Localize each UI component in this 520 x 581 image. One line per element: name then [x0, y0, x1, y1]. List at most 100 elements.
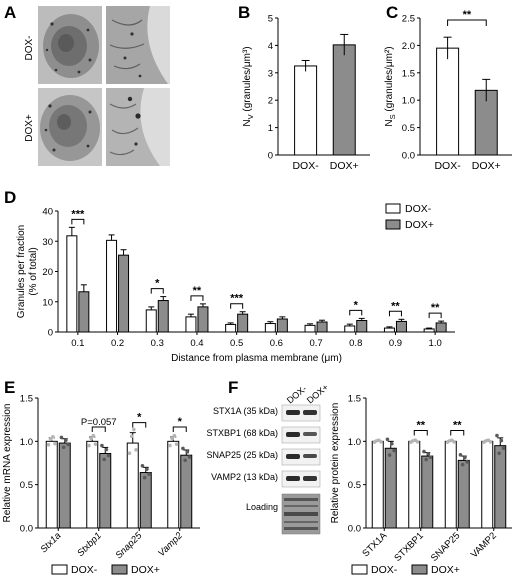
bar-dox-minus: [423, 328, 435, 333]
bar-dox-minus: [225, 323, 237, 333]
data-point: [147, 472, 151, 477]
y-tick-label: 1.0: [20, 437, 33, 448]
bar-dox-plus: [180, 454, 193, 529]
significance-bracket: [230, 303, 244, 309]
y-tick-label: 30: [42, 237, 53, 248]
bar-dox-plus: [276, 318, 288, 333]
significance-bracket: [190, 295, 204, 301]
x-tick-label: SNAP25: [429, 530, 463, 564]
blot-row-label-stxbp1: STXBP1 (68 kDa): [206, 428, 278, 438]
y-tick-label: 0.0: [402, 151, 415, 162]
data-point: [185, 450, 190, 454]
data-point: [183, 458, 187, 463]
significance-bracket: [447, 19, 487, 26]
significance-label: ***: [71, 208, 85, 220]
legend-label-dox-plus: DOX+: [431, 564, 460, 576]
y-tick-label: 1: [268, 123, 273, 134]
bar-dox-plus: [58, 442, 71, 529]
bar-dox-minus: [408, 440, 421, 529]
data-point: [187, 455, 192, 459]
chart-c-granule-density-surface: 0.0 0.5 1.0 1.5 2.0 2.5 DOX- DOX+ NS (granules/μ…: [384, 9, 512, 172]
bar-dox-minus: [126, 442, 139, 529]
bar-dox-plus: [457, 459, 470, 529]
data-point: [499, 438, 504, 443]
data-point: [452, 440, 456, 444]
bar-dox-plus: [157, 300, 169, 333]
data-point: [392, 448, 396, 453]
x-tick-label: 1.0: [429, 338, 442, 349]
data-point: [51, 435, 55, 439]
bar-dox-plus: [197, 306, 209, 333]
panel-label-b: B: [238, 3, 250, 22]
legend-swatch-dox-minus: [51, 564, 68, 575]
x-axis-label: Distance from plasma membrane (μm): [171, 353, 342, 364]
data-point: [174, 442, 179, 446]
legend-label-dox-minus: DOX-: [71, 564, 98, 576]
significance-label: **: [391, 300, 400, 312]
blot-strip-vamp2: [281, 470, 321, 488]
data-point: [46, 442, 51, 447]
bar-dox-minus: [45, 440, 58, 529]
bar-dox-minus: [86, 440, 99, 529]
y-tick-label: 1.5: [348, 394, 361, 405]
data-point: [145, 467, 149, 471]
y-axis-label: NS (granules/μm²): [384, 46, 397, 126]
significance-bracket: [349, 309, 363, 316]
significance-bracket: [450, 429, 465, 436]
legend-swatch-dox-plus: [385, 219, 401, 230]
x-tick-label: DOX-: [292, 160, 319, 172]
x-tick-label: STX1A: [360, 530, 390, 560]
blot-lane-label-dox-plus: DOX+: [305, 382, 330, 406]
legend-swatch-dox-plus: [111, 564, 128, 575]
data-point: [460, 462, 465, 467]
y-axis-label: Granules per fraction: [16, 225, 27, 318]
legend-swatch-dox-minus: [385, 203, 401, 214]
y-axis-label: NV (granules/μm³): [242, 46, 255, 126]
significance-label: **: [431, 302, 440, 314]
x-tick-label: DOX+: [472, 160, 501, 172]
legend-bottom-e: DOX- DOX+: [51, 564, 160, 576]
significance-bracket: [428, 312, 442, 319]
chart-f-protein-expression: 0.0 0.5 1.0 1.5 STX1A STXBP1 ** SNAP25 ** VAMP2 Re…: [330, 394, 512, 564]
legend-label-dox-plus: DOX+: [405, 219, 434, 231]
bar-dox-plus: [78, 291, 90, 333]
bar-dox-plus: [99, 452, 112, 529]
bar-dox-minus: [185, 316, 197, 333]
bar-dox-plus: [384, 447, 397, 529]
bar-dox-minus: [436, 47, 460, 156]
x-tick-label: STXBP1: [392, 530, 426, 564]
y-tick-label: 0.5: [348, 480, 361, 491]
data-point: [488, 440, 493, 444]
data-point: [168, 443, 172, 448]
data-point: [59, 435, 64, 440]
significance-bracket: [150, 288, 164, 294]
y-tick-label: 20: [42, 267, 53, 278]
bar-dox-plus: [435, 322, 447, 333]
x-tick-label: VAMP2: [469, 530, 499, 560]
y-tick-label: 0.5: [20, 480, 33, 491]
data-point: [497, 451, 501, 456]
y-tick-label: 0: [268, 151, 273, 162]
bar-dox-plus: [316, 321, 328, 333]
micrograph-dox-minus-cell: [38, 6, 102, 84]
significance-bracket: [388, 310, 402, 317]
y-tick-label: 1.5: [20, 394, 33, 405]
bar-dox-plus: [237, 313, 249, 333]
blot-row-label-loading: Loading: [246, 502, 278, 512]
data-point: [129, 434, 134, 439]
bar-dox-plus: [494, 445, 507, 529]
micrograph-row-label-dox-minus: DOX-: [24, 36, 35, 61]
blot-lane-label-dox-minus: DOX-: [285, 383, 309, 405]
y-tick-label: 1.0: [348, 437, 361, 448]
bar-dox-minus: [264, 323, 276, 333]
panel-label-e: E: [4, 378, 15, 397]
y-axis-label-unit: (% of total): [28, 247, 39, 295]
data-point: [87, 443, 91, 448]
micrograph-panel: DOX- DOX+: [24, 6, 170, 166]
significance-label: *: [137, 412, 142, 424]
bar-dox-plus: [139, 472, 152, 529]
significance-bracket: [71, 218, 85, 225]
y-tick-label: 0.0: [348, 524, 361, 535]
data-point: [132, 427, 136, 432]
